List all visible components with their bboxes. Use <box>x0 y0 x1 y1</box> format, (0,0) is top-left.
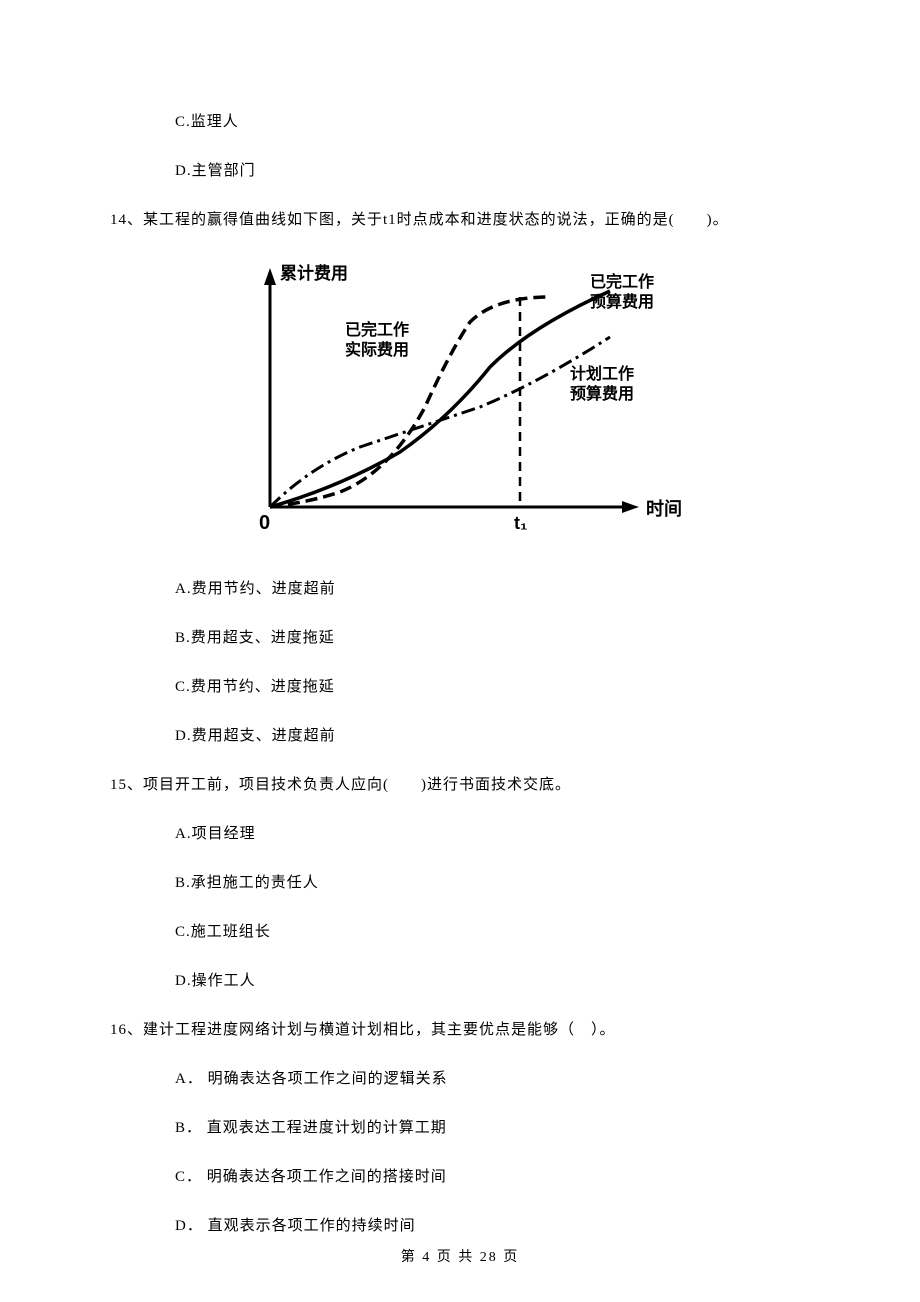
y-axis-label: 累计费用 <box>280 263 348 283</box>
bcws-label-1: 计划工作 <box>570 364 634 383</box>
bcwp-label-1: 已完工作 <box>590 272 654 291</box>
q13-option-d: D.主管部门 <box>175 159 820 180</box>
x-axis-label: 时间 <box>646 499 682 519</box>
bcws-label-2: 预算费用 <box>570 384 634 403</box>
q15-text: 15、项目开工前，项目技术负责人应向( )进行书面技术交底。 <box>110 773 820 794</box>
q15-option-b: B.承担施工的责任人 <box>175 871 820 892</box>
earned-value-chart: 累计费用 时间 0 t₁ 已完工作 实际费用 已完工作 预算费用 计划工作 预算… <box>210 257 690 547</box>
q16-option-b: B． 直观表达工程进度计划的计算工期 <box>175 1116 820 1137</box>
q16-option-a: A． 明确表达各项工作之间的逻辑关系 <box>175 1067 820 1088</box>
q13-option-c: C.监理人 <box>175 110 820 131</box>
x-axis-arrow <box>622 501 639 513</box>
q15-option-a: A.项目经理 <box>175 822 820 843</box>
origin-label: 0 <box>259 512 270 534</box>
q16-option-c: C． 明确表达各项工作之间的搭接时间 <box>175 1165 820 1186</box>
q14-text: 14、某工程的赢得值曲线如下图，关于t1时点成本和进度状态的说法，正确的是( )… <box>110 208 820 229</box>
q14-option-d: D.费用超支、进度超前 <box>175 724 820 745</box>
acwp-label-1: 已完工作 <box>345 320 409 339</box>
bcwp-label-2: 预算费用 <box>590 292 654 311</box>
chart-svg: 累计费用 时间 0 t₁ 已完工作 实际费用 已完工作 预算费用 计划工作 预算… <box>210 257 690 547</box>
q14-option-a: A.费用节约、进度超前 <box>175 577 820 598</box>
bcwp-curve <box>270 291 610 507</box>
q16-option-d: D． 直观表示各项工作的持续时间 <box>175 1214 820 1235</box>
q16-text: 16、建计工程进度网络计划与横道计划相比，其主要优点是能够（ ）。 <box>110 1018 820 1039</box>
q15-option-d: D.操作工人 <box>175 969 820 990</box>
acwp-label-2: 实际费用 <box>345 340 409 359</box>
y-axis-arrow <box>264 268 276 285</box>
q14-option-c: C.费用节约、进度拖延 <box>175 675 820 696</box>
q14-option-b: B.费用超支、进度拖延 <box>175 626 820 647</box>
t1-label: t₁ <box>514 513 527 533</box>
q15-option-c: C.施工班组长 <box>175 920 820 941</box>
page-footer: 第 4 页 共 28 页 <box>0 1246 920 1266</box>
acwp-curve <box>270 297 550 507</box>
